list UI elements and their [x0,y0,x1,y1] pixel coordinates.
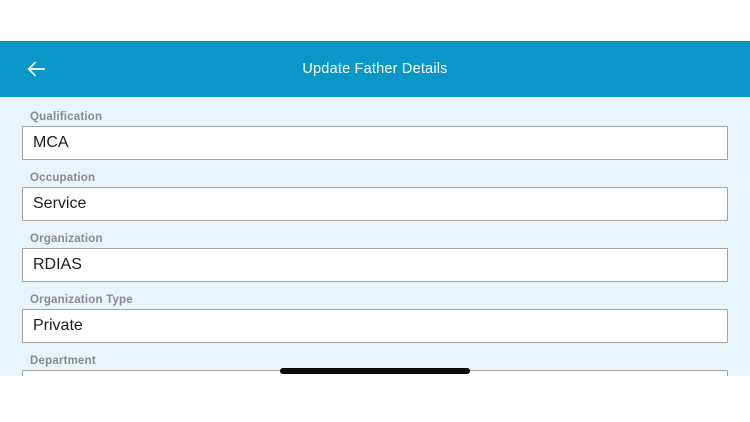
organization-input[interactable] [22,248,728,282]
form-content: Qualification Occupation Organization Or… [0,97,750,376]
page-title: Update Father Details [302,61,448,77]
department-label: Department [30,355,96,367]
field-group-qualification: Qualification [22,111,728,160]
organization-type-input[interactable] [22,309,728,343]
back-button[interactable] [14,41,58,97]
field-group-organization: Organization [22,233,728,282]
occupation-input[interactable] [22,187,728,221]
arrow-left-icon [25,58,47,80]
occupation-label: Occupation [30,172,96,184]
qualification-input[interactable] [22,126,728,160]
field-group-occupation: Occupation [22,172,728,221]
organization-label: Organization [30,233,103,245]
qualification-label: Qualification [30,111,103,123]
header-bar: Update Father Details [0,41,750,97]
organization-type-label: Organization Type [30,294,133,306]
home-indicator[interactable] [280,368,470,374]
field-group-organization-type: Organization Type [22,294,728,343]
